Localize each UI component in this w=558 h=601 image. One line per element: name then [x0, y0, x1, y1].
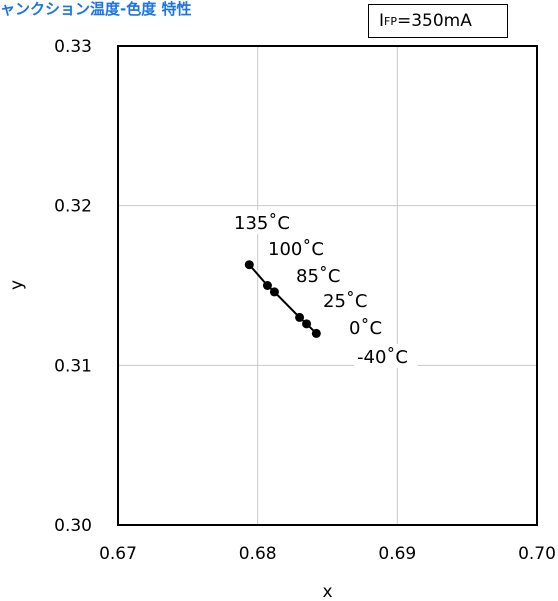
temperature-annotation: 25˚C — [323, 291, 367, 312]
condition-subscript: FP — [384, 14, 397, 28]
condition-value: =350mA — [396, 11, 472, 31]
chart-title: ャンクション温度-色度 特性 — [0, 0, 192, 18]
condition-box: I FP =350mA — [368, 4, 508, 38]
annotation-background — [320, 288, 372, 312]
data-point — [311, 328, 321, 338]
annotation-background — [231, 210, 295, 234]
y-tick-label: 0.32 — [54, 197, 92, 217]
temperature-annotations: 135˚C 100˚C 85˚C 25˚C 0˚C -40˚C — [231, 210, 418, 368]
annotation-background — [346, 315, 387, 339]
data-point — [302, 319, 312, 329]
annotation-background — [354, 344, 418, 368]
grid-lines — [118, 46, 537, 525]
x-axis-label: x — [322, 582, 332, 601]
x-tick-label: 0.68 — [239, 544, 277, 564]
x-tick-label: 0.70 — [518, 544, 556, 564]
temperature-annotation: -40˚C — [357, 347, 408, 368]
condition-symbol: I — [379, 11, 385, 31]
y-axis-label: y — [7, 280, 27, 290]
y-tick-label: 0.33 — [54, 37, 92, 57]
temperature-annotation: 135˚C — [234, 213, 290, 234]
data-point — [269, 287, 279, 297]
tick-labels: 0.67 0.68 0.69 0.70 0.30 0.31 0.32 0.33 — [54, 37, 556, 564]
temperature-annotation: 0˚C — [349, 318, 382, 339]
temperature-annotation: 100˚C — [268, 239, 324, 260]
x-tick-label: 0.67 — [99, 544, 137, 564]
data-point — [295, 312, 305, 322]
data-point — [244, 260, 254, 270]
annotation-background — [293, 263, 345, 287]
y-tick-label: 0.30 — [54, 516, 92, 536]
x-tick-label: 0.69 — [378, 544, 416, 564]
plot-frame — [117, 45, 538, 526]
y-tick-label: 0.31 — [54, 356, 92, 376]
annotation-background — [265, 236, 329, 260]
data-series — [244, 260, 321, 338]
data-point — [262, 281, 272, 290]
temperature-annotation: 85˚C — [296, 266, 340, 287]
